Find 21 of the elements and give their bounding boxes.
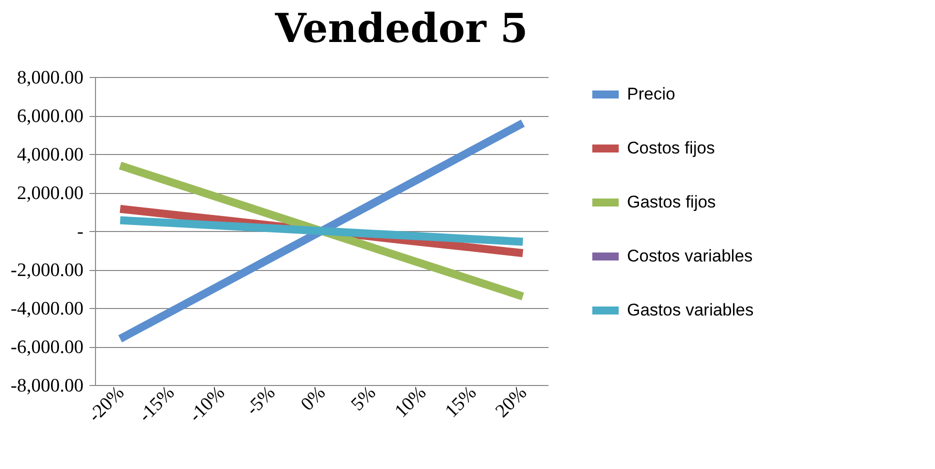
y-tick-label: 2,000.00 [17, 183, 84, 204]
y-tick-label: 6,000.00 [17, 106, 84, 127]
legend-label: Costos variables [627, 246, 753, 266]
x-tick-label: 20% [492, 382, 532, 422]
x-tick-label: 5% [347, 382, 380, 416]
legend-label: Gastos fijos [627, 192, 716, 212]
y-tick-label: 4,000.00 [17, 144, 84, 166]
legend-label: Precio [627, 84, 676, 104]
y-tick-label: -4,000.00 [10, 298, 84, 320]
y-tick-label: -6,000.00 [10, 337, 84, 358]
x-tick-label: 10% [390, 382, 431, 422]
x-tick-label: 15% [441, 382, 481, 422]
y-tick-label: -2,000.00 [10, 260, 84, 281]
chart-title: Vendedor 5 [274, 5, 528, 52]
legend-label: Gastos variables [627, 300, 754, 320]
y-tick-label: -8,000.00 [10, 376, 84, 396]
x-tick-label: 0% [297, 382, 330, 416]
x-tick-label: -5% [242, 382, 280, 420]
y-tick-label: 8,000.00 [17, 68, 84, 88]
y-tick-label: - [77, 222, 84, 242]
legend-label: Costos fijos [627, 138, 715, 158]
